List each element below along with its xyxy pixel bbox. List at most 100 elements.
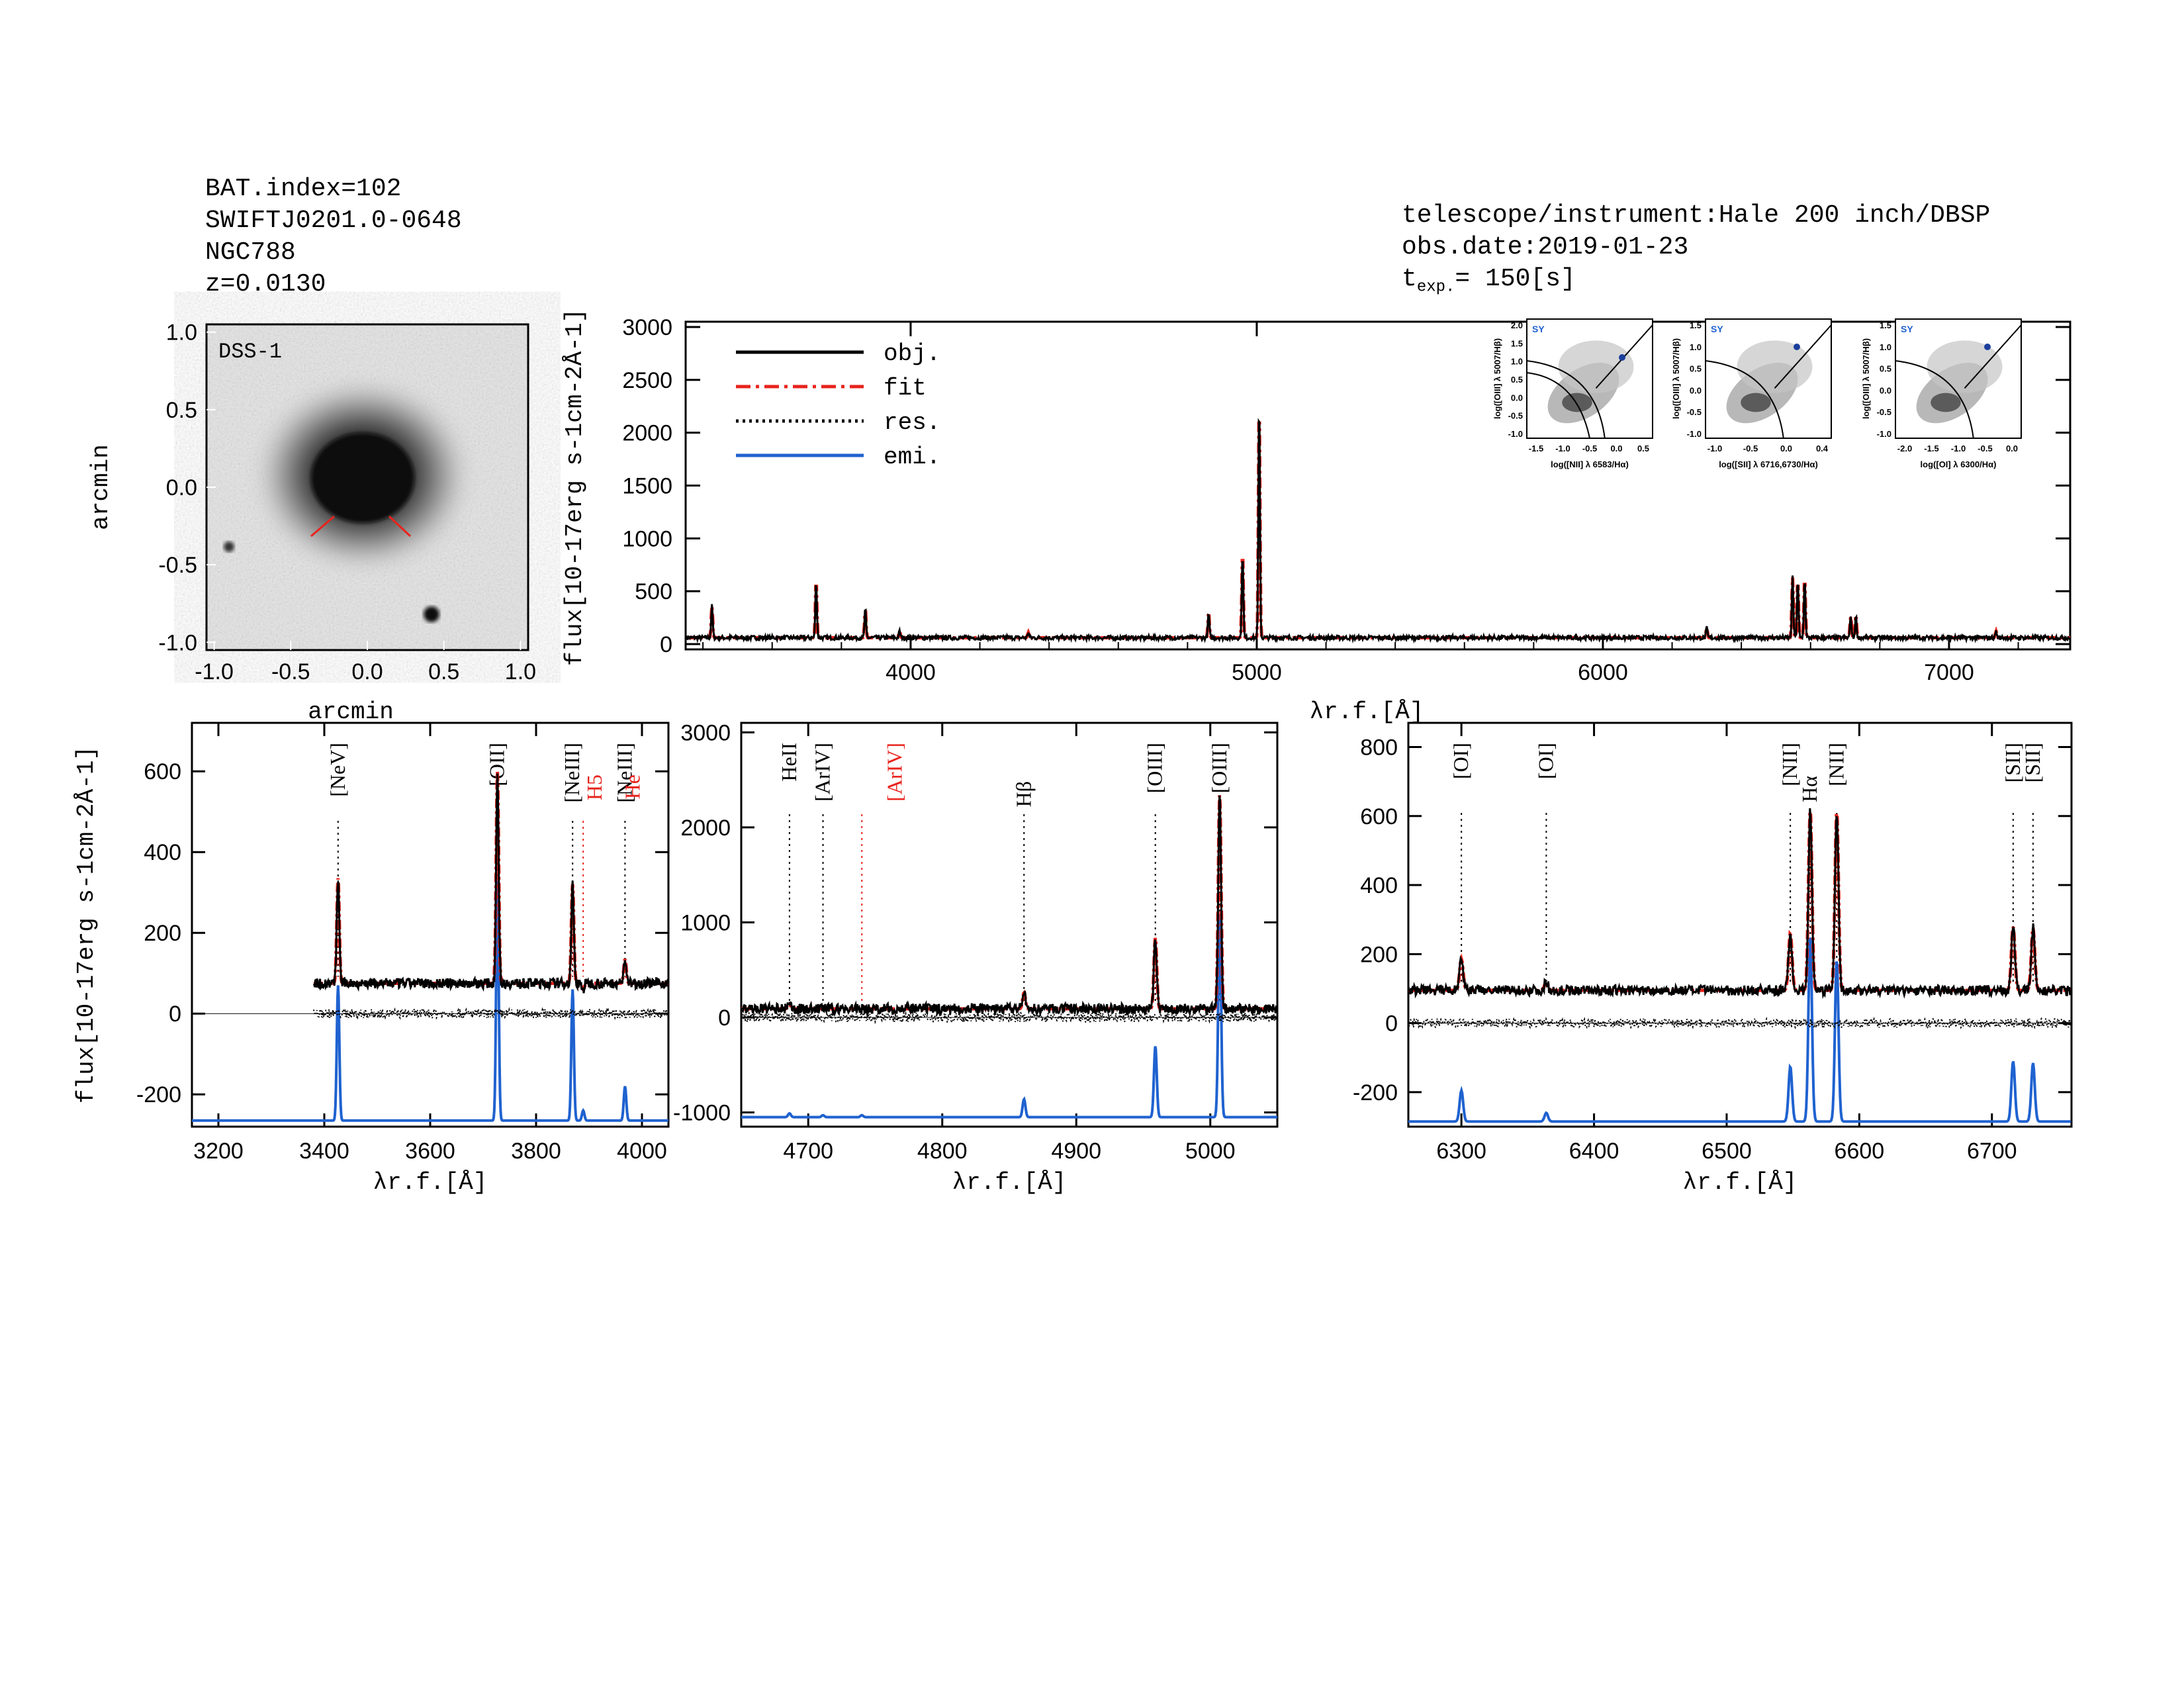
zoom-obj-line — [740, 795, 1279, 1017]
zoom-xtick-label: 3600 — [405, 1139, 455, 1164]
bpt-xtick-label: -0.5 — [1582, 444, 1597, 453]
image-xtick-label: -1.0 — [195, 659, 234, 684]
zoom-line-label: [ArIV] — [882, 743, 906, 802]
zoom-ytick-label: 1000 — [680, 910, 731, 935]
main-ytick-label: 2500 — [622, 368, 672, 393]
bpt-density — [1927, 340, 2003, 393]
bpt-xtick-label: -0.5 — [1978, 444, 1992, 453]
zoom-line-label: [NeIII] — [560, 743, 584, 803]
main-ytick-label: 1500 — [622, 474, 672, 499]
zoom-emi-line — [741, 914, 1277, 1119]
bpt-ytick-label: 1.5 — [1690, 320, 1702, 330]
zoom-xtick-label: 6600 — [1835, 1139, 1885, 1164]
main-ylabel: flux[10-17erg s-1cm-2Å-1] — [561, 308, 588, 666]
zoom-emi-line — [1408, 937, 2071, 1123]
bpt-xtick-label: -2.0 — [1897, 444, 1912, 453]
main-spectrum-panel: 0 500 1000 1500 2000 2500 3000 4000 5000 6000 7000… — [561, 308, 2071, 726]
bpt-ytick-label: -0.5 — [1877, 407, 1891, 417]
zoom-line-label: [SII] — [2021, 743, 2044, 782]
bpt-xtick-label: -1.5 — [1529, 444, 1543, 453]
bpt-demarcation — [1526, 360, 1606, 439]
zoom-ytick-label: 200 — [1360, 942, 1398, 967]
main-obj-line — [684, 418, 2071, 644]
image-xtick-label: 1.0 — [505, 659, 536, 684]
zoom-line-label: [OI] — [1533, 743, 1557, 779]
bpt-ytick-label: 0.5 — [1690, 364, 1702, 374]
bpt-source-dot — [1984, 344, 1991, 350]
zoom-line-label: [NeIII] — [612, 743, 636, 803]
galaxy-name: NGC788 — [205, 238, 296, 267]
bpt-class-label: SY — [1901, 324, 1913, 334]
bpt-xlabel: log([SII] λ 6716,6730/Hα) — [1719, 459, 1818, 469]
main-frame — [684, 320, 2071, 651]
image-ticks: -1.0 -1.0 -0.5 -0.5 0.0 0.0 0.5 0.5 1.0 1.0 — [158, 320, 536, 684]
bpt-xtick-label: -1.0 — [1555, 444, 1570, 453]
zoom-panel-2: -1000 0 1000 2000 3000 4700 4800 4900 5000 λr.f.[… — [673, 720, 1279, 1196]
zoom-xlabel: λr.f.[Å] — [1683, 1169, 1797, 1196]
zoom-frame — [1407, 722, 2073, 1128]
zoom-ytick-label: 600 — [144, 759, 181, 784]
bpt-class-label: SY — [1711, 324, 1723, 334]
bpt-xlabel: log([NII] λ 6583/Hα) — [1551, 459, 1629, 469]
bpt-sy-liner-line — [1774, 324, 1832, 389]
zoom-ytick-label: 200 — [144, 921, 181, 946]
bpt-inset-1: SY log([NII] λ 6583/Hα) log([OIII] λ 5007/… — [1492, 318, 1653, 469]
bpt-ylabel: log([OIII] λ 5007/Hβ) — [1671, 338, 1681, 419]
zoom-line-label: [OIII] — [1207, 743, 1231, 793]
bpt-ytick-label: -1.0 — [1508, 429, 1523, 439]
legend-fit-label: fit — [884, 375, 927, 402]
bpt-ytick-label: 0.0 — [1690, 385, 1702, 395]
bpt-xtick-label: -1.0 — [1707, 444, 1722, 453]
bpt-source-dot — [1794, 344, 1800, 350]
zoom-line-label: Hβ — [1011, 781, 1035, 807]
swift-id: SWIFTJ0201.0-0648 — [205, 207, 462, 235]
zoom-xtick-label: 3800 — [511, 1139, 561, 1164]
bpt-ytick-label: 1.0 — [1690, 342, 1702, 352]
zoom-ytick-label: -1000 — [673, 1100, 731, 1125]
bpt-ytick-label: -1.0 — [1877, 429, 1891, 439]
zoom-xtick-label: 3200 — [193, 1139, 244, 1164]
main-xlabel: λr.f.[Å] — [1310, 698, 1424, 726]
bpt-density-core — [1562, 393, 1592, 412]
header-right: telescope/instrument:Hale 200 inch/DBSP … — [1402, 200, 1990, 304]
zoom-ytick-label: -200 — [1353, 1080, 1398, 1105]
zoom-xtick-label: 6300 — [1436, 1139, 1486, 1164]
zoom-xtick-label: 4700 — [783, 1139, 833, 1164]
zoom-xtick-label: 4900 — [1051, 1139, 1101, 1164]
bpt-ytick-label: 2.0 — [1511, 320, 1523, 330]
bpt-inset-2: SY log([SII] λ 6716,6730/Hα) log([OIII] λ … — [1671, 318, 1832, 469]
legend-obj-label: obj. — [884, 340, 940, 367]
bpt-xtick-label: 0.0 — [2006, 444, 2018, 453]
image-ytick-label: 0.0 — [166, 475, 197, 500]
bpt-density — [1737, 340, 1813, 393]
image-xtick-label: -0.5 — [271, 659, 310, 684]
star-1 — [224, 541, 234, 552]
bpt-class-label: SY — [1532, 324, 1545, 334]
zoom-ylabel: flux[10-17erg s-1cm-2Å-1] — [73, 746, 100, 1103]
bpt-xtick-label: -1.0 — [1951, 444, 1966, 453]
zoom-line-label: [NII] — [1778, 743, 1801, 786]
bpt-ylabel: log([OIII] λ 5007/Hβ) — [1492, 338, 1502, 419]
obs-date: obs.date:2019-01-23 — [1402, 233, 1689, 261]
legend-res-label: res. — [884, 409, 940, 436]
zoom-xtick-label: 6500 — [1702, 1139, 1752, 1164]
bpt-xtick-label: 0.5 — [1637, 444, 1649, 453]
bpt-source-dot — [1619, 354, 1625, 361]
dss-image-panel: DSS-1 -1.0 -1.0 -0.5 -0.5 0.0 0.0 0.5 0.5 1.0 1.0… — [87, 320, 536, 726]
zoom-emi-line — [192, 880, 668, 1122]
bpt-density — [1558, 340, 1634, 393]
bpt-sy-liner-line — [1964, 324, 2022, 389]
bat-index: BAT.index=102 — [205, 175, 402, 203]
zoom-line-label: [OIII] — [1143, 743, 1167, 793]
main-ytick-label: 500 — [635, 579, 672, 604]
exposure-time: texp.= 150[s] — [1402, 265, 1576, 297]
image-ylabel: arcmin — [87, 444, 114, 530]
galaxy-core — [311, 433, 414, 523]
legend-emi-label: emi. — [884, 444, 940, 471]
bpt-density-core — [1931, 393, 1961, 412]
bpt-density-core — [1741, 393, 1771, 412]
zoom-xlabel: λr.f.[Å] — [373, 1169, 488, 1196]
zoom-xtick-label: 3400 — [299, 1139, 349, 1164]
bpt-ytick-label: -1.0 — [1687, 429, 1702, 439]
